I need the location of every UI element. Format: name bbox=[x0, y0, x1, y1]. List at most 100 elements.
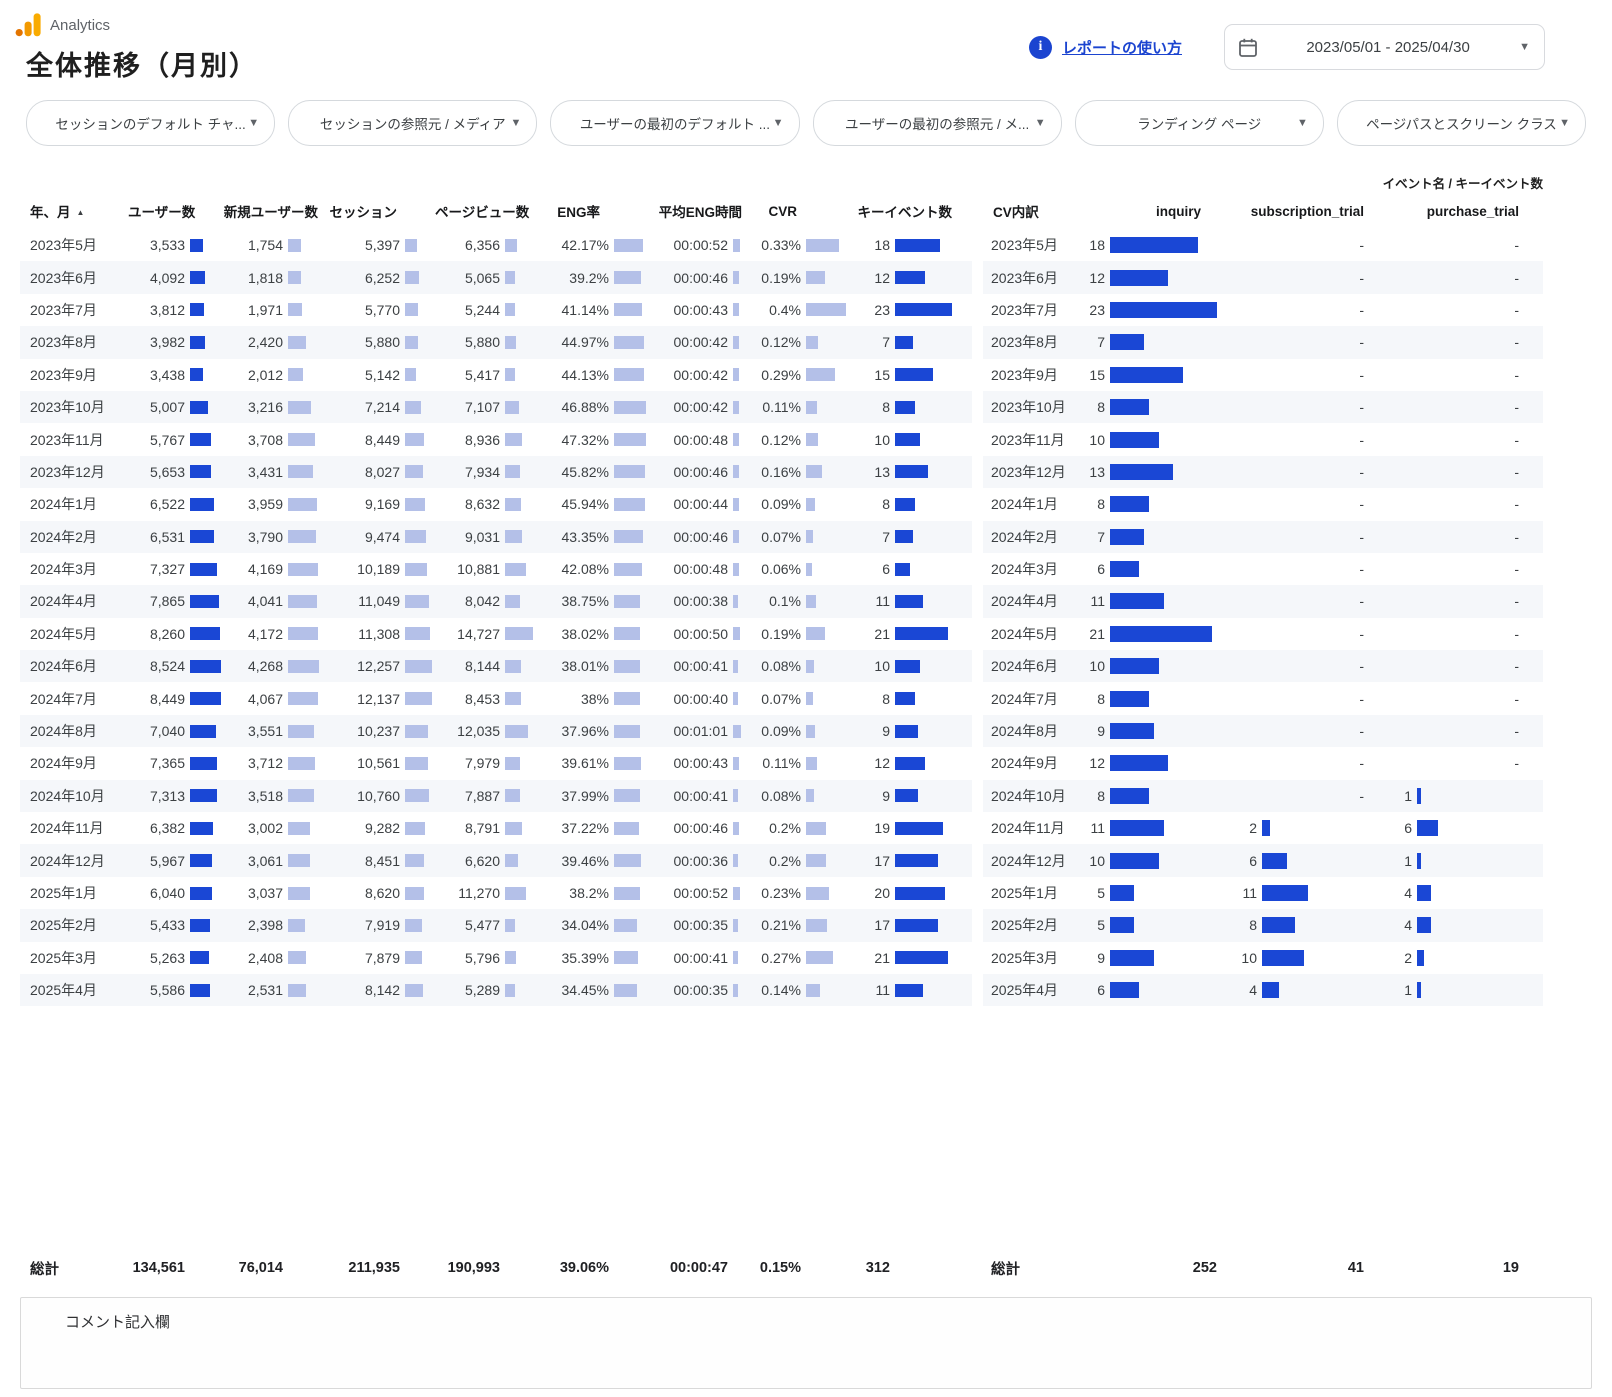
table-row[interactable]: 2024年6月 10 - - bbox=[983, 650, 1543, 683]
filter-chip-6[interactable]: ページパスとスクリーン クラス ▼ bbox=[1336, 100, 1587, 146]
table-row[interactable]: 2024年12月 10 6 1 bbox=[983, 844, 1543, 877]
column-header-CV内訳[interactable]: CV内訳 bbox=[993, 205, 1039, 220]
value-bar bbox=[806, 789, 814, 803]
filter-chip-1[interactable]: セッションのデフォルト チャ... ▼ bbox=[26, 100, 276, 146]
table-row[interactable]: 2023年8月 7 - - bbox=[983, 326, 1543, 359]
bar-area bbox=[283, 983, 323, 997]
table-row[interactable]: 2024年9月 7,365 3,712 10,561 7,979 39.61% 00:00:… bbox=[20, 747, 972, 779]
empty-value: - bbox=[1514, 399, 1519, 416]
table-row[interactable]: 2024年2月 7 - - bbox=[983, 520, 1543, 553]
table-row[interactable]: 2023年8月 3,982 2,420 5,880 5,880 44.97% 00:00:4… bbox=[20, 326, 972, 359]
filter-chip-2[interactable]: セッションの参照元 / メディア ▼ bbox=[288, 100, 538, 146]
value-cell-cvr: 0.23% bbox=[742, 885, 847, 901]
column-header-subscription_trial[interactable]: subscription_trial bbox=[1250, 203, 1364, 219]
bar-area bbox=[890, 433, 952, 447]
value-bar bbox=[190, 271, 205, 285]
report-help[interactable]: i レポートの使い方 bbox=[1028, 35, 1182, 59]
table-row[interactable]: 2025年4月 5,586 2,531 8,142 5,289 34.45% 00:00:3… bbox=[20, 973, 972, 1007]
column-header-ENG率[interactable]: ENG率 bbox=[557, 205, 600, 220]
table-row[interactable]: 2024年6月 8,524 4,268 12,257 8,144 38.01% 00:00:… bbox=[20, 650, 972, 683]
table-row[interactable]: 2023年11月 10 - - bbox=[983, 423, 1543, 455]
table-row[interactable]: 2023年6月 4,092 1,818 6,252 5,065 39.2% 00:00:46… bbox=[20, 261, 972, 294]
table-row[interactable]: 2024年10月 8 - 1 bbox=[983, 779, 1543, 813]
column-header-セッション[interactable]: セッション bbox=[329, 205, 398, 220]
month-cell: 2024年5月 bbox=[30, 625, 97, 642]
table-row[interactable]: 2023年12月 5,653 3,431 8,027 7,934 45.82% 00:00:… bbox=[20, 455, 972, 489]
bar-area bbox=[801, 724, 847, 738]
value-text: 00:00:50 bbox=[673, 625, 729, 642]
value-text: 3,037 bbox=[247, 885, 283, 901]
comment-input[interactable]: コメント記入欄 bbox=[20, 1297, 1592, 1389]
column-header-ページビュー数[interactable]: ページビュー数 bbox=[435, 205, 530, 220]
table-row[interactable]: 2023年11月 5,767 3,708 8,449 8,936 47.32% 00:00:… bbox=[20, 423, 972, 455]
table-row[interactable]: 2024年8月 7,040 3,551 10,237 12,035 37.96% 00:01… bbox=[20, 714, 972, 748]
column-header-purchase_trial[interactable]: purchase_trial bbox=[1426, 203, 1519, 219]
value-cell-new_users: 3,002 bbox=[223, 820, 323, 836]
table-row[interactable]: 2025年1月 5 11 4 bbox=[983, 877, 1543, 909]
table-row[interactable]: 2024年3月 7,327 4,169 10,189 10,881 42.08% 00:00… bbox=[20, 553, 972, 585]
table-row[interactable]: 2024年10月 7,313 3,518 10,760 7,887 37.99% 00:00… bbox=[20, 779, 972, 813]
table-row[interactable]: 2024年12月 5,967 3,061 8,451 6,620 39.46% 00:00:… bbox=[20, 844, 972, 877]
table-row[interactable]: 2023年6月 12 - - bbox=[983, 261, 1543, 294]
help-link[interactable]: レポートの使い方 bbox=[1061, 39, 1182, 57]
bar-area bbox=[890, 659, 952, 673]
table-row[interactable]: 2024年7月 8 - - bbox=[983, 682, 1543, 714]
value-text: 11,308 bbox=[358, 625, 400, 642]
table-row[interactable]: 2024年9月 12 - - bbox=[983, 747, 1543, 779]
column-header-ユーザー数[interactable]: ユーザー数 bbox=[128, 205, 196, 220]
table-row[interactable]: 2024年1月 6,522 3,959 9,169 8,632 45.94% 00:00:4… bbox=[20, 488, 972, 520]
table-row[interactable]: 2023年5月 3,533 1,754 5,397 6,356 42.17% 00:00:5… bbox=[20, 229, 972, 261]
date-range-picker[interactable]: 2023/05/01 - 2025/04/30 ▼ bbox=[1224, 24, 1545, 70]
column-header-新規ユーザー数[interactable]: 新規ユーザー数 bbox=[223, 205, 318, 220]
table-row[interactable]: 2024年7月 8,449 4,067 12,137 8,453 38% 00:00:40 0… bbox=[20, 682, 972, 714]
table-row[interactable]: 2023年10月 5,007 3,216 7,214 7,107 46.88% 00:00:… bbox=[20, 390, 972, 424]
table-row[interactable]: 2023年5月 18 - - bbox=[983, 229, 1543, 261]
table-row[interactable]: 2023年9月 3,438 2,012 5,142 5,417 44.13% 00:00:4… bbox=[20, 359, 972, 391]
table-row[interactable]: 2025年3月 9 10 2 bbox=[983, 942, 1543, 974]
column-header-平均ENG時間[interactable]: 平均ENG時間 bbox=[658, 205, 742, 220]
bar-area bbox=[890, 692, 952, 706]
value-bar bbox=[288, 692, 318, 706]
month-cell: 2024年12月 bbox=[991, 852, 1066, 869]
value-text: 8 bbox=[1097, 690, 1105, 707]
value-text: 0.2% bbox=[769, 820, 801, 837]
value-text: 10,237 bbox=[357, 723, 400, 740]
filter-chip-3[interactable]: ユーザーの最初のデフォルト ... ▼ bbox=[550, 100, 800, 146]
table-row[interactable]: 2024年2月 6,531 3,790 9,474 9,031 43.35% 00:00:4… bbox=[20, 520, 972, 553]
table-row[interactable]: 2025年3月 5,263 2,408 7,879 5,796 35.39% 00:00:4… bbox=[20, 942, 972, 974]
bar-area bbox=[801, 627, 847, 641]
totals-value-avg_eng_time: 00:00:47 bbox=[647, 1260, 742, 1276]
value-text: 1,971 bbox=[247, 301, 283, 318]
value-bar bbox=[288, 433, 315, 447]
filter-chip-4[interactable]: ユーザーの最初の参照元 / メ... ▼ bbox=[812, 100, 1062, 146]
table-row[interactable]: 2024年3月 6 - - bbox=[983, 553, 1543, 585]
table-row[interactable]: 2025年2月 5 8 4 bbox=[983, 909, 1543, 942]
table-row[interactable]: 2024年11月 6,382 3,002 9,282 8,791 37.22% 00:00:… bbox=[20, 812, 972, 844]
column-header-inquiry[interactable]: inquiry bbox=[1155, 203, 1201, 219]
table-row[interactable]: 2024年11月 11 2 6 bbox=[983, 812, 1543, 844]
bar-area bbox=[801, 433, 847, 447]
value-bar bbox=[1110, 658, 1159, 675]
table-row[interactable]: 2025年1月 6,040 3,037 8,620 11,270 38.2% 00:00:5… bbox=[20, 877, 972, 909]
table-row[interactable]: 2023年7月 23 - - bbox=[983, 294, 1543, 326]
value-text: 38.2% bbox=[569, 885, 609, 901]
table-row[interactable]: 2024年4月 11 - - bbox=[983, 585, 1543, 618]
table-row[interactable]: 2024年5月 8,260 4,172 11,308 14,727 38.02% 00:00… bbox=[20, 618, 972, 650]
table-row[interactable]: 2024年8月 9 - - bbox=[983, 714, 1543, 748]
table-row[interactable]: 2023年9月 15 - - bbox=[983, 359, 1543, 391]
value-text: 00:00:46 bbox=[673, 820, 729, 837]
column-header-CVR[interactable]: CVR bbox=[768, 203, 797, 219]
table-row[interactable]: 2024年4月 7,865 4,041 11,049 8,042 38.75% 00:00:… bbox=[20, 585, 972, 618]
table-row[interactable]: 2023年7月 3,812 1,971 5,770 5,244 41.14% 00:00:4… bbox=[20, 294, 972, 326]
value-text: 8,144 bbox=[464, 658, 500, 675]
column-header-年、月[interactable]: 年、月 ▲ bbox=[30, 205, 85, 220]
table-row[interactable]: 2025年4月 6 4 1 bbox=[983, 973, 1543, 1007]
table-row[interactable]: 2023年10月 8 - - bbox=[983, 390, 1543, 424]
table-row[interactable]: 2024年1月 8 - - bbox=[983, 488, 1543, 520]
filter-chip-5[interactable]: ランディング ページ ▼ bbox=[1074, 100, 1324, 146]
column-header-キーイベント数[interactable]: キーイベント数 bbox=[857, 205, 953, 220]
table-row[interactable]: 2025年2月 5,433 2,398 7,919 5,477 34.04% 00:00:3… bbox=[20, 909, 972, 942]
table-row[interactable]: 2024年5月 21 - - bbox=[983, 618, 1543, 650]
value-bar bbox=[733, 400, 739, 414]
table-row[interactable]: 2023年12月 13 - - bbox=[983, 455, 1543, 489]
